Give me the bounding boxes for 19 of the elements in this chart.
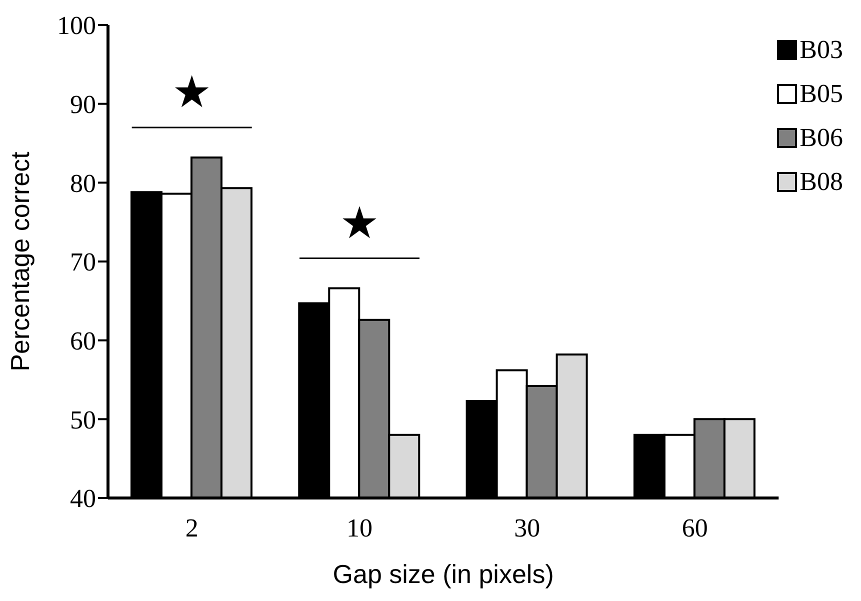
y-tick-label: 90 — [70, 90, 96, 120]
legend-label: B08 — [800, 167, 843, 197]
annotation: ★ — [172, 66, 212, 118]
y-tick-label: 50 — [70, 405, 96, 434]
x-tick-label: 10 — [346, 513, 372, 542]
x-tick-label: 2 — [185, 513, 198, 542]
y-axis-title: Percentage correct — [5, 150, 36, 372]
y-tick-label: 40 — [70, 484, 96, 514]
annotation: ★ — [340, 198, 380, 249]
y-tick-label: 70 — [70, 248, 96, 277]
y-tick-label: 100 — [57, 11, 96, 40]
x-tick-label: 60 — [682, 513, 708, 542]
legend-label: B03 — [800, 35, 843, 65]
x-axis-title: Gap size (in pixels) — [332, 559, 554, 589]
y-tick-label: 80 — [70, 168, 96, 198]
legend-label: B06 — [800, 123, 843, 153]
x-tick-label: 30 — [514, 513, 540, 542]
legend-label: B05 — [800, 79, 843, 109]
y-tick-label: 60 — [70, 326, 96, 356]
